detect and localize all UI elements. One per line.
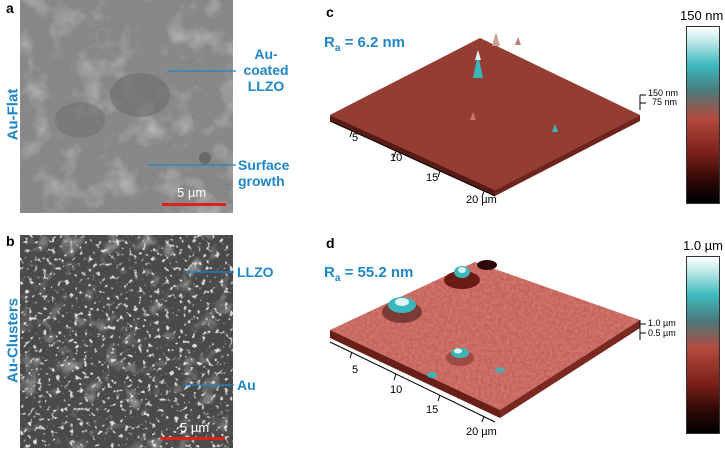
afm-surface-c [330, 32, 640, 196]
z-tick-d-mid: 0.5 µm [648, 328, 676, 338]
ra-value: = 6.2 nm [340, 34, 406, 51]
z-tick-d-top: 1.0 µm [648, 318, 676, 328]
annotation-llzo: LLZO [237, 264, 274, 280]
colorbar-max-c: 150 nm [680, 8, 724, 23]
ra-prefix: R [324, 264, 335, 281]
x-tick-d-15: 15 [426, 404, 439, 416]
x-tick-c-5: 5 [352, 132, 359, 144]
panel-letter-c: c [326, 4, 334, 20]
x-tick-c-20: 20 µm [466, 194, 497, 206]
scale-bar-label-b: 5 µm [180, 420, 210, 435]
scale-bar-a [162, 203, 226, 206]
panel-letter-a: a [6, 0, 14, 16]
x-tick-c-15: 15 [426, 172, 439, 184]
x-tick-d-10: 10 [390, 384, 403, 396]
scale-bar-b [161, 437, 225, 440]
annotation-line-1: Surface [238, 157, 290, 173]
annotation-line-3: LLZO [247, 78, 285, 94]
ra-subscript: a [334, 273, 341, 284]
colorbar-c [686, 26, 720, 204]
sem-image-au-flat [20, 0, 233, 213]
z-tick-c-mid: 75 nm [652, 97, 678, 107]
roughness-label-d: Ra = 55.2 nm [324, 264, 413, 284]
x-tick-c-10: 10 [390, 152, 403, 164]
annotation-au: Au [237, 377, 256, 393]
colorbar-max-d: 1.0 µm [683, 238, 724, 253]
annotation-line-1: Au- [254, 46, 278, 62]
ra-prefix: R [324, 34, 335, 51]
ra-subscript: a [334, 43, 341, 54]
annotation-au-coated-llzo: Au- coated LLZO [236, 46, 296, 94]
x-tick-d-5: 5 [352, 364, 359, 376]
annotation-surface-growth: Surface growth [238, 157, 289, 189]
scale-bar-label-a: 5 µm [177, 185, 207, 200]
annotation-line-2: growth [238, 173, 285, 189]
z-tick-c-top: 150 nm [648, 88, 679, 98]
colorbar-d [686, 256, 720, 434]
sem-image-au-clusters [20, 235, 233, 448]
annotation-line-2: coated [243, 62, 289, 78]
panel-letter-d: d [326, 235, 335, 251]
ra-value: = 55.2 nm [340, 264, 414, 281]
panel-letter-b: b [6, 233, 15, 249]
roughness-label-c: Ra = 6.2 nm [324, 34, 405, 54]
x-tick-d-20: 20 µm [466, 426, 497, 438]
afm-surface-d [330, 260, 640, 418]
